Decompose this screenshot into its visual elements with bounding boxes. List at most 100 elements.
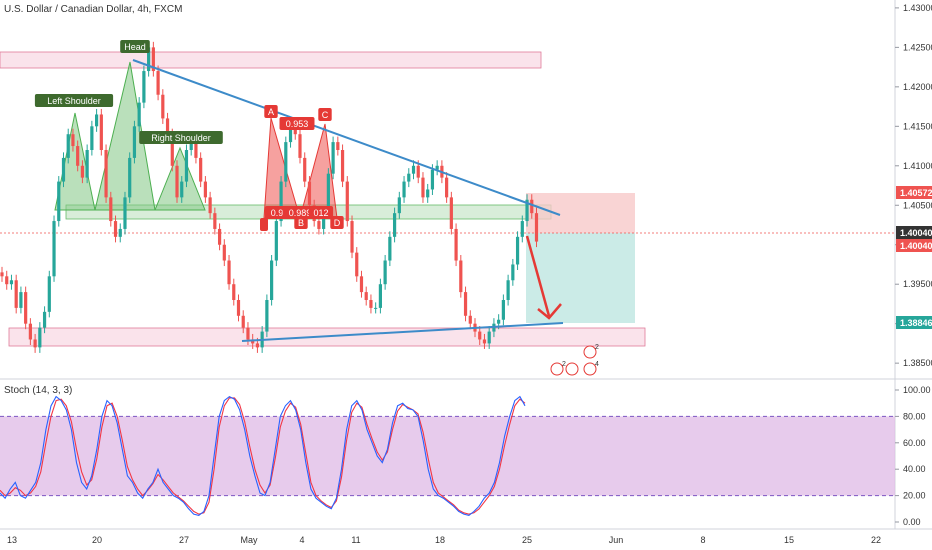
stoch-tick-label: 60.00 (903, 438, 926, 448)
candle (241, 315, 245, 328)
candle (232, 284, 236, 300)
candle (317, 221, 321, 229)
time-tick-label: May (240, 535, 258, 545)
event-icon[interactable] (583, 345, 597, 359)
candle (47, 276, 51, 312)
event-icon[interactable] (583, 362, 597, 376)
price-tick-label: 1.40500 (903, 200, 932, 210)
candle (52, 221, 56, 277)
candle (322, 213, 326, 229)
price-tick-label: 1.42000 (903, 82, 932, 92)
candle (331, 142, 335, 174)
time-tick-label: 8 (700, 535, 705, 545)
point-c-label-bg (318, 108, 332, 121)
candle (511, 264, 515, 281)
event-icon[interactable] (565, 362, 579, 376)
candle (80, 165, 85, 178)
candle (445, 177, 449, 198)
candle (265, 300, 269, 332)
price-tag-label: 1.40040 (900, 228, 932, 238)
time-tick-label: 20 (92, 535, 102, 545)
price-axis[interactable]: 1.43000 1.42500 1.42000 1.41500 1.41000 1.405… (895, 3, 932, 368)
candle (156, 71, 160, 95)
candle (478, 331, 482, 340)
candles-layer (0, 41, 539, 353)
candle (303, 157, 307, 182)
price-tag-current (896, 239, 932, 252)
ratio-ac-label-bg (279, 117, 315, 130)
forecast-arrow-head (537, 303, 562, 320)
time-tick-label: 13 (7, 535, 17, 545)
candle (345, 181, 349, 222)
ratio-label-3: 012 (313, 208, 328, 218)
candle (85, 150, 89, 178)
candle (501, 300, 505, 320)
candle (293, 126, 297, 135)
forecast-arrow-shaft (525, 235, 551, 317)
stoch-k-line (0, 395, 526, 516)
candle (326, 173, 330, 214)
candle (355, 252, 359, 277)
stop-loss-box (526, 193, 635, 233)
left-shoulder-label: Left Shoulder (47, 96, 101, 106)
candle (340, 150, 345, 182)
price-tag-stop (896, 186, 932, 199)
trendlines-layer (132, 59, 564, 342)
time-axis[interactable]: 13 20 27 May 4 11 18 25 Jun 8 15 22 (7, 535, 881, 545)
candle (416, 165, 420, 178)
candle (359, 276, 364, 293)
point-x-marker-bg (260, 218, 268, 231)
candle (104, 150, 108, 198)
candle (487, 331, 491, 344)
ascending-trendline (241, 322, 564, 342)
candle (194, 138, 198, 158)
candle (336, 142, 340, 150)
candle (222, 244, 226, 261)
candle (0, 272, 4, 277)
stoch-label: Stoch (14, 3, 3) (4, 385, 73, 396)
point-c-label: C (322, 110, 329, 120)
price-tick-label: 1.42500 (903, 42, 932, 52)
candle (407, 173, 411, 182)
ratio-label-3-bg (308, 206, 334, 219)
candle (279, 181, 283, 222)
candle (255, 343, 260, 348)
candle (246, 327, 250, 340)
time-tick-label: Jun (609, 535, 624, 545)
left-shoulder-label-bg (34, 94, 114, 107)
candle (189, 138, 193, 150)
candle (118, 228, 122, 237)
candle (66, 134, 70, 158)
time-tick-label: 25 (522, 535, 532, 545)
candle (95, 114, 99, 127)
candle (147, 47, 151, 72)
candle (213, 213, 217, 229)
candle (397, 197, 401, 214)
candle (151, 47, 155, 72)
candle (113, 221, 118, 237)
hs-triangle (154, 146, 206, 211)
stoch-tick-label: 0.00 (903, 517, 921, 527)
candle (525, 199, 529, 222)
candle (42, 311, 47, 328)
time-tick-label: 11 (351, 535, 360, 545)
candle (38, 327, 42, 348)
candle (506, 280, 510, 300)
ratio-label-2: 0.989 (289, 208, 312, 218)
candle (161, 94, 165, 119)
time-tick-label: 4 (299, 535, 304, 545)
stoch-band (0, 416, 895, 496)
point-d-label-bg (330, 216, 344, 229)
ratio-label-1: 0.9 (271, 208, 284, 218)
candle (284, 142, 288, 182)
time-tick-label: 27 (179, 535, 189, 545)
candle (378, 284, 382, 308)
candle (364, 292, 368, 300)
candle (109, 197, 113, 222)
event-icon[interactable] (550, 362, 564, 376)
candle (76, 146, 80, 166)
candle (534, 213, 539, 242)
candle (520, 221, 524, 237)
chart-title: U.S. Dollar / Canadian Dollar, 4h, FXCM (4, 4, 183, 15)
